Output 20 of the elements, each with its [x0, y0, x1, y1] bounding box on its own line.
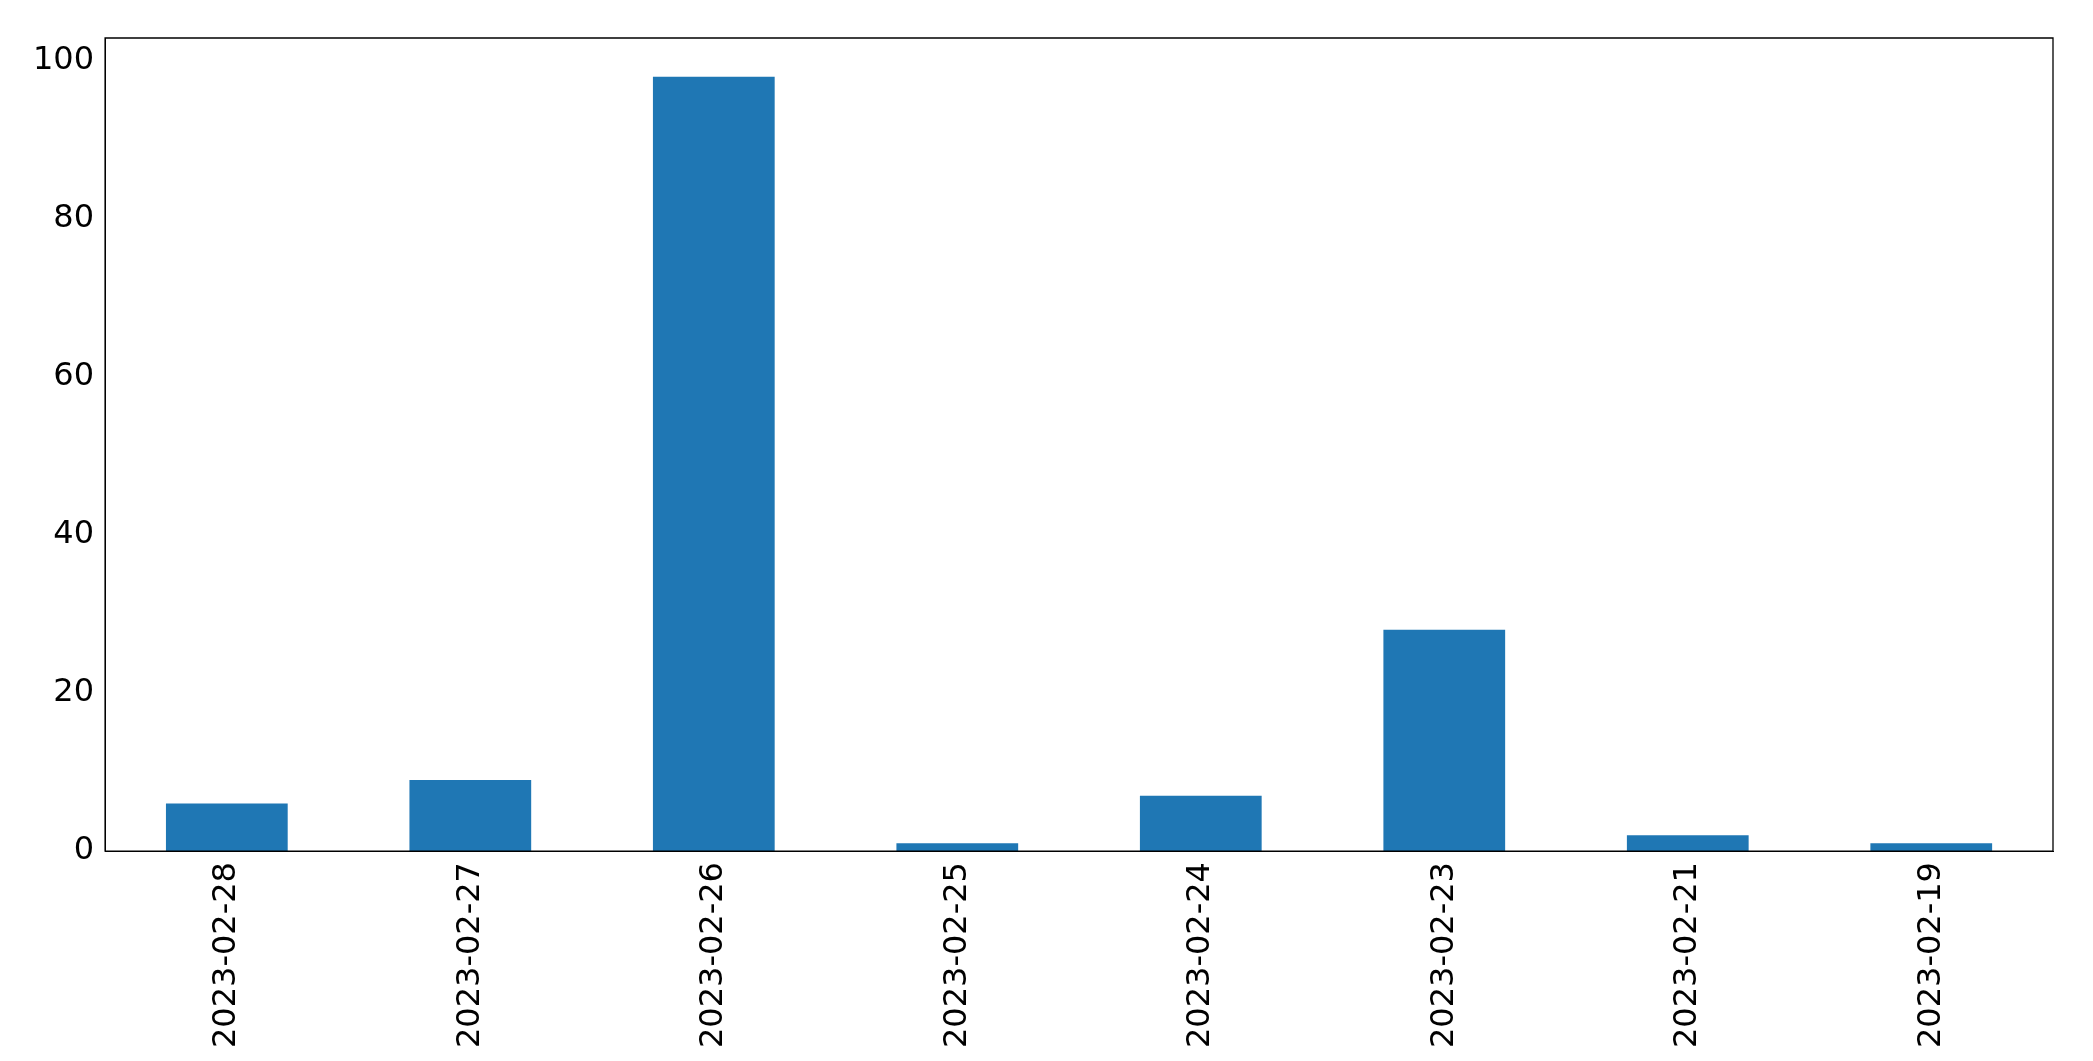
x-tick-label: 2023-02-28 — [205, 862, 244, 1048]
x-tick-label: 2023-02-24 — [1179, 862, 1218, 1048]
x-tick-label: 2023-02-27 — [448, 862, 487, 1048]
y-tick-label: 80 — [53, 197, 95, 236]
x-tick-label: 2023-02-23 — [1422, 862, 1461, 1048]
x-tick-label: 2023-02-21 — [1666, 862, 1705, 1048]
bar — [1383, 629, 1506, 852]
bar — [1139, 795, 1262, 852]
y-tick-label: 20 — [53, 671, 95, 710]
bar — [1626, 835, 1749, 852]
y-tick-label: 40 — [53, 513, 95, 552]
y-tick-label: 0 — [73, 829, 95, 868]
bar — [165, 803, 288, 852]
x-tick-label: 2023-02-26 — [692, 862, 731, 1048]
y-tick-label: 60 — [53, 355, 95, 394]
bar — [409, 779, 532, 852]
x-tick-label: 2023-02-25 — [935, 862, 974, 1048]
x-tick-label: 2023-02-19 — [1909, 862, 1948, 1048]
bar — [652, 76, 775, 852]
y-tick-label: 100 — [33, 39, 95, 78]
